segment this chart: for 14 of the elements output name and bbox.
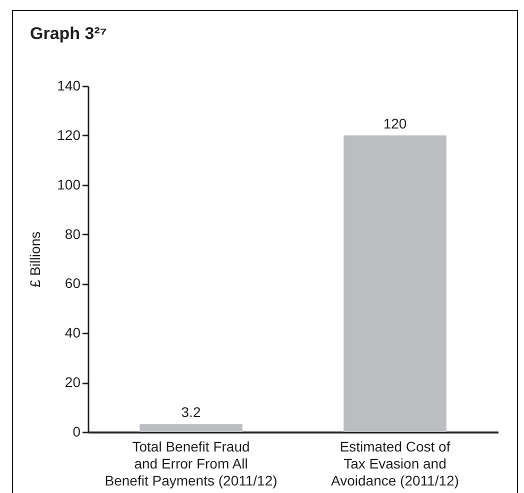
data-label: 3.2 [181, 404, 201, 420]
y-tick-label: 120 [57, 126, 81, 143]
x-tick-label: Estimated Cost of Tax Evasion and Avoidance (2011/12) [331, 438, 459, 488]
y-tick-label: 140 [57, 78, 81, 94]
x-tick-label: Total Benefit Fraud and Error From All Benefit Payments (2011/12) [104, 438, 278, 488]
y-tick-label: 80 [64, 226, 81, 242]
y-tick-label: 0 [72, 424, 81, 440]
data-label: 120 [383, 115, 407, 132]
y-tick-label: 100 [57, 176, 81, 192]
y-axis-title: £ Billions [27, 231, 44, 288]
chart-title: Graph 3²⁷ [30, 24, 107, 43]
y-tick-label: 40 [64, 324, 81, 341]
y-tick-label: 20 [64, 374, 81, 390]
y-tick-label: 60 [64, 275, 81, 292]
